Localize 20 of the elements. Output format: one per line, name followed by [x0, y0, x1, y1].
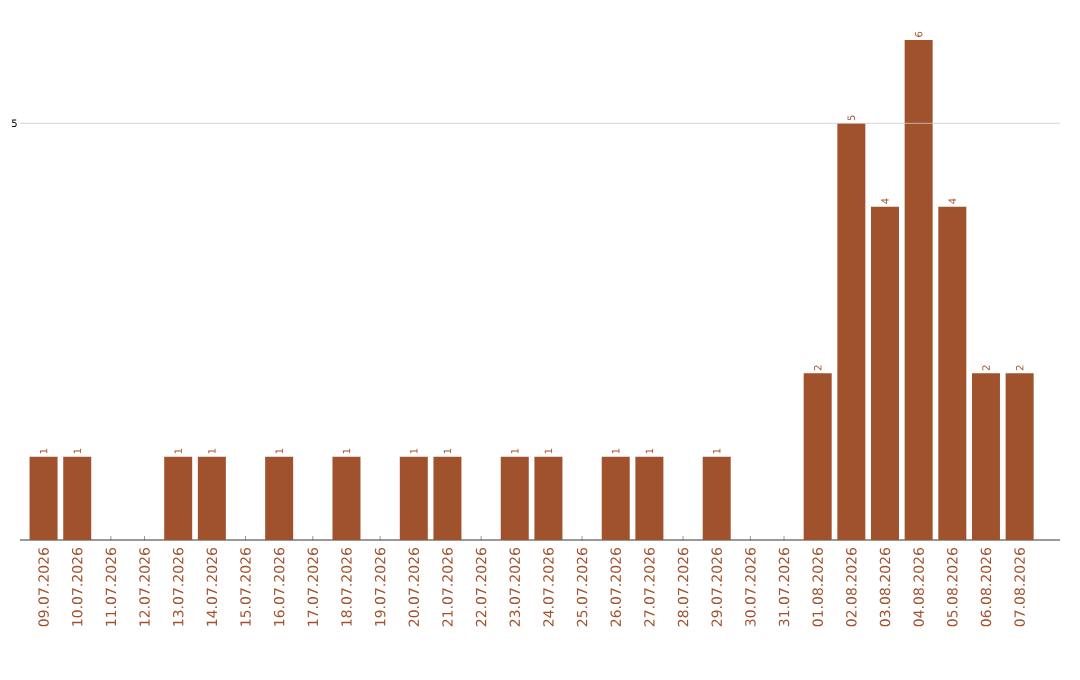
bar: [332, 456, 361, 540]
bar: [164, 456, 193, 540]
bar: [433, 456, 462, 540]
bar: [1005, 373, 1034, 540]
bar: [63, 456, 92, 540]
bar: [534, 456, 563, 540]
bar: [635, 456, 664, 540]
bar: [601, 456, 630, 540]
bar: [904, 39, 933, 540]
bar: [971, 373, 1000, 540]
bar: [702, 456, 731, 540]
bar: [837, 123, 866, 540]
bar: [938, 206, 967, 540]
bar: [197, 456, 226, 540]
bar: [29, 456, 58, 540]
bar: [871, 206, 899, 540]
bar: [500, 456, 529, 540]
bar: [399, 456, 428, 540]
bar: [803, 373, 832, 540]
bar: [265, 456, 294, 540]
